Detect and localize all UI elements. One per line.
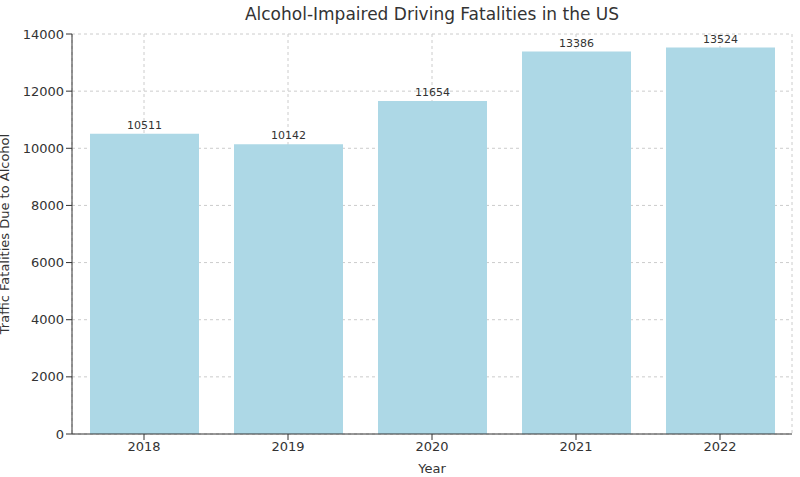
svg-text:8000: 8000 <box>31 198 64 213</box>
svg-text:4000: 4000 <box>31 312 64 327</box>
svg-text:2019: 2019 <box>271 439 304 454</box>
svg-text:10511: 10511 <box>127 119 162 132</box>
svg-text:12000: 12000 <box>23 84 64 99</box>
svg-text:2021: 2021 <box>559 439 592 454</box>
svg-text:13386: 13386 <box>559 37 594 50</box>
svg-text:2000: 2000 <box>31 369 64 384</box>
svg-text:Year: Year <box>417 461 446 476</box>
html-text:Alcohol-Impaired Driving Fatal: Alcohol-Impaired Driving Fatalities in t… <box>244 4 620 24</box>
svg-text:14000: 14000 <box>23 27 64 42</box>
svg-text:2022: 2022 <box>703 439 736 454</box>
svg-text:Traffic Fatalities Due to Alco: Traffic Fatalities Due to Alcohol <box>8 134 12 335</box>
svg-text:0: 0 <box>56 427 64 442</box>
svg-text:2018: 2018 <box>127 439 160 454</box>
svg-text:11654: 11654 <box>415 86 450 99</box>
svg-text:2020: 2020 <box>415 439 448 454</box>
svg-text:10142: 10142 <box>271 129 306 142</box>
svg-text:10000: 10000 <box>23 141 64 156</box>
svg-text:6000: 6000 <box>31 255 64 270</box>
svg-text:13524: 13524 <box>703 33 738 46</box>
